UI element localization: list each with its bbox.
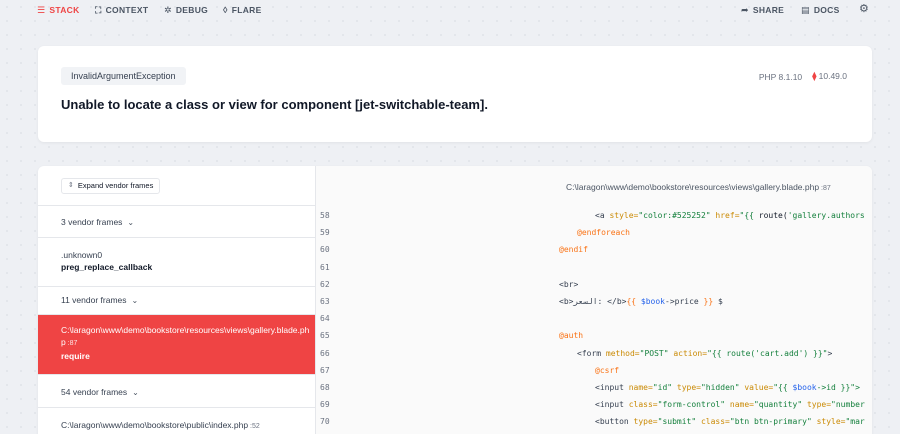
bug-icon: ✲	[164, 4, 172, 15]
laravel-version-wrap: ⧫ 10.49.0	[812, 71, 847, 82]
frames-header: ⇕ Expand vendor frames	[38, 166, 315, 206]
code-line: 58 <a style="color:#525252" href="{{ rout…	[316, 207, 872, 224]
line-source: <br>	[559, 279, 579, 289]
code-path-text: C:\laragon\www\demo\bookstore\resources\…	[566, 182, 820, 192]
code-line: 62 <br>	[316, 276, 872, 293]
frame-function: require	[61, 351, 90, 361]
code-line: 59 @endforeach	[316, 224, 872, 241]
line-source: <button type="submit" class="btn btn-pri…	[595, 417, 865, 427]
nav-stack[interactable]: ☰ STACK	[37, 5, 80, 15]
line-source: @endif	[559, 245, 588, 255]
line-source: @auth	[559, 331, 584, 341]
line-number: 62	[320, 279, 330, 289]
vendor-group-label: 54 vendor frames	[61, 387, 128, 397]
line-number: 58	[320, 211, 330, 221]
laravel-version: 10.49.0	[818, 71, 847, 81]
chevron-down-icon: ⌄	[127, 217, 135, 227]
share-icon: ➦	[741, 4, 749, 15]
nav-flare[interactable]: ◊ FLARE	[223, 5, 262, 15]
expand-vendor-frames-button[interactable]: ⇕ Expand vendor frames	[61, 178, 161, 194]
line-number: 64	[320, 314, 330, 324]
flare-icon: ◊	[223, 4, 228, 15]
nav-debug-label: DEBUG	[175, 5, 209, 15]
nav-share[interactable]: ➦ SHARE	[741, 5, 784, 15]
line-number: 60	[320, 245, 330, 255]
exception-class-badge[interactable]: InvalidArgumentException	[61, 67, 186, 85]
frame-item[interactable]: C:\laragon\www\demo\bookstore\public\ind…	[38, 408, 315, 434]
code-line: 61	[316, 259, 872, 276]
line-number: 65	[320, 331, 330, 341]
nav-debug[interactable]: ✲ DEBUG	[164, 5, 208, 15]
code-line: 64	[316, 310, 872, 327]
code-path-line: :87	[819, 185, 831, 192]
frame-line: :52	[248, 423, 260, 430]
vendor-frames-group[interactable]: 54 vendor frames ⌄	[38, 375, 315, 408]
expand-icon: ⇕	[68, 182, 74, 189]
stack-icon: ☰	[37, 4, 46, 15]
code-file-path[interactable]: C:\laragon\www\demo\bookstore\resources\…	[566, 182, 831, 192]
nav-share-label: SHARE	[752, 5, 785, 15]
line-number: 66	[320, 348, 330, 358]
context-icon: ⛶	[95, 4, 102, 15]
gear-icon: ⚙	[859, 3, 870, 15]
php-version: PHP 8.1.10	[758, 71, 803, 82]
nav-docs[interactable]: ▤ DOCS	[801, 5, 840, 15]
line-source: <input name="id" type="hidden" value="{{…	[595, 382, 860, 392]
code-line: 63 <b>السعر: </b>{{ $book->price }} $	[316, 293, 872, 310]
line-source: <b>السعر: </b>{{ $book->price }} $	[559, 297, 723, 307]
top-nav: ☰ STACK ⛶ CONTEXT ✲ DEBUG ◊ FLARE ➦ SHAR…	[0, 0, 900, 20]
line-source: <input class="form-control" name="quanti…	[595, 400, 865, 410]
line-source: <form method="POST" action="{{ route('ca…	[577, 348, 833, 358]
line-source: <a style="color:#525252" href="{{ route(…	[595, 211, 865, 221]
code-line: 70 <button type="submit" class="btn btn-p…	[316, 413, 872, 430]
code-line: 67 @csrf	[316, 362, 872, 379]
line-source: @csrf	[595, 365, 620, 375]
exception-card: InvalidArgumentException PHP 8.1.10 ⧫ 10.…	[38, 46, 872, 142]
chevron-down-icon: ⌄	[132, 387, 139, 397]
code-panel: C:\laragon\www\demo\bookstore\resources\…	[316, 166, 872, 434]
line-number: 63	[320, 297, 330, 307]
frames-list: ⇕ Expand vendor frames 3 vendor frames ⌄ …	[38, 166, 316, 434]
frame-item-active[interactable]: C:\laragon\www\demo\bookstore\resources\…	[38, 315, 315, 375]
chevron-down-icon: ⌄	[131, 295, 139, 305]
code-line: 66 <form method="POST" action="{{ route('…	[316, 345, 872, 362]
line-number: 69	[320, 400, 330, 410]
code-line: 69 <input class="form-control" name="quan…	[316, 396, 872, 413]
code-line: 65 @auth	[316, 327, 872, 344]
code-line: 60 @endif	[316, 241, 872, 258]
exception-meta: PHP 8.1.10 ⧫ 10.49.0	[759, 71, 847, 82]
frame-file: C:\laragon\www\demo\bookstore\public\ind…	[61, 420, 249, 430]
stack-card: ⇕ Expand vendor frames 3 vendor frames ⌄ …	[38, 166, 872, 434]
nav-stack-label: STACK	[49, 5, 80, 15]
vendor-frames-group[interactable]: 11 vendor frames ⌄	[38, 287, 315, 315]
laravel-icon: ⧫	[812, 71, 817, 81]
code-line: 68 <input name="id" type="hidden" value="…	[316, 379, 872, 396]
vendor-group-label: 11 vendor frames	[61, 295, 127, 305]
line-number: 67	[320, 365, 330, 375]
line-number: 59	[320, 228, 330, 238]
frame-file: .unknown0	[61, 250, 103, 260]
frame-item[interactable]: .unknown0 preg_replace_callback	[38, 238, 315, 287]
code-lines: 58 <a style="color:#525252" href="{{ rout…	[316, 207, 872, 430]
nav-docs-label: DOCS	[813, 5, 840, 15]
line-number: 68	[320, 382, 330, 392]
line-number: 70	[320, 417, 330, 427]
frame-function: preg_replace_callback	[61, 262, 153, 272]
vendor-frames-group[interactable]: 3 vendor frames ⌄	[38, 206, 315, 238]
frame-line: :87	[65, 340, 78, 347]
exception-message: Unable to locate a class or view for com…	[61, 97, 488, 112]
line-source: @endforeach	[577, 228, 630, 238]
nav-flare-label: FLARE	[231, 5, 262, 15]
expand-label: Expand vendor frames	[77, 181, 154, 190]
frame-file: C:\laragon\www\demo\bookstore\resources\…	[61, 325, 310, 347]
nav-context-label: CONTEXT	[105, 5, 149, 15]
vendor-group-label: 3 vendor frames	[61, 217, 123, 227]
settings-button[interactable]: ⚙	[859, 3, 870, 15]
docs-icon: ▤	[801, 4, 810, 15]
line-number: 61	[320, 262, 330, 272]
nav-context[interactable]: ⛶ CONTEXT	[95, 5, 148, 15]
